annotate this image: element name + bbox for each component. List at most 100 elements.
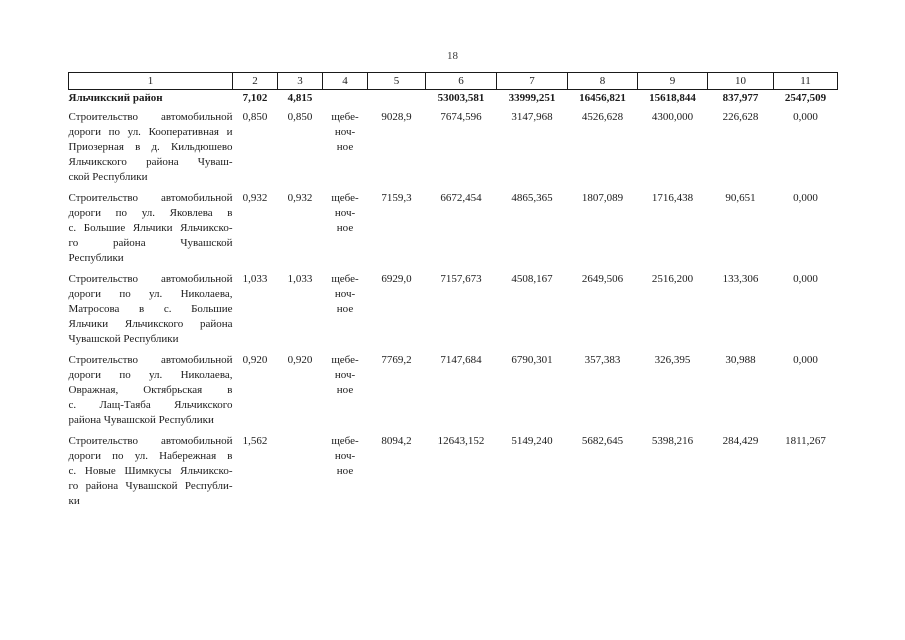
column-header: 4 bbox=[322, 72, 368, 90]
cell-length-value: 0,920 bbox=[287, 354, 313, 366]
cell-amount-value: 226,628 bbox=[722, 111, 759, 123]
table-row: Строительство автомобильной дороги по ул.… bbox=[69, 272, 838, 353]
cell-amount-value: 5682,645 bbox=[581, 435, 624, 447]
cell-district-value: 7,102 bbox=[242, 92, 268, 104]
column-header: 10 bbox=[707, 72, 774, 90]
cell-amount-value: 30,988 bbox=[725, 354, 756, 366]
cell-district-name: Яльчикский район bbox=[68, 92, 163, 104]
cell-amount-value: 7157,673 bbox=[440, 273, 482, 285]
cell-amount-value: 0,000 bbox=[793, 273, 818, 285]
cell-amount-value: 133,306 bbox=[722, 273, 759, 285]
surface-line: ноч- bbox=[334, 369, 356, 381]
surface-line: щебе- bbox=[331, 435, 359, 447]
surface-line: щебе- bbox=[331, 354, 359, 366]
cell-amount-value: 8094,2 bbox=[381, 435, 412, 447]
cell-amount-value: 4526,628 bbox=[581, 111, 624, 123]
description-line: го района Чувашской Республи- bbox=[68, 480, 233, 492]
surface-line: щебе- bbox=[331, 192, 359, 204]
cell-length-value: 1,033 bbox=[242, 273, 268, 285]
cell-amount-value: 5398,216 bbox=[651, 435, 694, 447]
cell-amount-value: 9028,9 bbox=[381, 111, 412, 123]
cell-amount-value: 326,395 bbox=[654, 354, 691, 366]
column-header: 2 bbox=[232, 72, 278, 90]
district-total-row: Яльчикский район 7,102 4,815 53003,581 33999… bbox=[69, 90, 838, 111]
cell-surface-type: щебе-ноч-ное bbox=[323, 191, 368, 272]
cell-amount-value: 2516,200 bbox=[651, 273, 694, 285]
cell-amount-value: 357,383 bbox=[584, 354, 621, 366]
cell-amount-value: 0,000 bbox=[793, 192, 818, 204]
table-row: Строительство автомобильной дороги по ул.… bbox=[69, 353, 838, 434]
cell-length-value: 1,033 bbox=[287, 273, 313, 285]
description-line: Яльчики Яльчикского района bbox=[68, 318, 233, 330]
cell-amount-value: 4508,167 bbox=[511, 273, 553, 285]
cell-amount-value: 4865,365 bbox=[511, 192, 553, 204]
description-line: дороги по ул. Набережная в bbox=[68, 450, 233, 462]
description-line: го района Чувашской bbox=[68, 237, 233, 249]
cell-description: Строительство автомобильной дороги по ул.… bbox=[69, 353, 233, 434]
cell-length-value: 1,562 bbox=[242, 435, 268, 447]
surface-line: ноч- bbox=[334, 288, 356, 300]
cell-amount-value: 284,429 bbox=[722, 435, 759, 447]
column-header: 8 bbox=[567, 72, 638, 90]
cell-district-value: 53003,581 bbox=[437, 92, 485, 104]
description-line: ской Республики bbox=[68, 171, 148, 183]
cell-amount-value: 12643,152 bbox=[437, 435, 485, 447]
description-line: Строительство автомобильной bbox=[68, 111, 233, 123]
cell-district-value bbox=[323, 90, 368, 111]
description-line: с. Лащ-Таяба Яльчикского bbox=[68, 399, 233, 411]
cell-amount-value: 4300,000 bbox=[651, 111, 694, 123]
description-line: Матросова в с. Большие bbox=[68, 303, 233, 315]
cell-length-value: 0,932 bbox=[242, 192, 268, 204]
description-line: Строительство автомобильной bbox=[68, 273, 233, 285]
cell-surface-type: щебе-ноч-ное bbox=[323, 110, 368, 191]
cell-amount-value: 6672,454 bbox=[440, 192, 482, 204]
surface-line: ноч- bbox=[334, 207, 356, 219]
column-header: 9 bbox=[637, 72, 708, 90]
description-line: с. Большие Яльчики Яльчикско- bbox=[68, 222, 233, 234]
description-line: дороги по ул. Яковлева в bbox=[68, 207, 233, 219]
cell-amount-value: 2649,506 bbox=[581, 273, 624, 285]
surface-line: ное bbox=[336, 222, 354, 234]
table-row: Строительство автомобильной дороги по ул.… bbox=[69, 434, 838, 515]
description-line: района Чувашской Республики bbox=[68, 414, 214, 426]
surface-line: ное bbox=[336, 384, 354, 396]
column-header: 11 bbox=[773, 72, 838, 90]
column-header: 7 bbox=[496, 72, 568, 90]
description-line: Строительство автомобильной bbox=[68, 354, 233, 366]
description-line: дороги по ул. Николаева, bbox=[68, 288, 233, 300]
description-line: дороги по ул. Кооперативная и bbox=[68, 126, 233, 138]
description-line: Строительство автомобильной bbox=[68, 192, 233, 204]
surface-line: щебе- bbox=[331, 111, 359, 123]
description-line: с. Новые Шимкусы Яльчикско- bbox=[68, 465, 233, 477]
cell-amount-value: 0,000 bbox=[793, 111, 818, 123]
cell-amount-value: 3147,968 bbox=[511, 111, 553, 123]
cell-amount-value: 6929,0 bbox=[381, 273, 412, 285]
column-header: 1 bbox=[68, 72, 233, 90]
cell-amount-value: 6790,301 bbox=[511, 354, 553, 366]
cell-district-value: 15618,844 bbox=[649, 92, 696, 104]
cell-description: Строительство автомобильной дороги по ул.… bbox=[69, 272, 233, 353]
cell-district-value: 16456,821 bbox=[579, 92, 626, 104]
description-line: Чувашской Республики bbox=[68, 333, 179, 345]
cell-description: Строительство автомобильной дороги по ул.… bbox=[69, 191, 233, 272]
description-line: Овражная, Октябрьская в bbox=[68, 384, 233, 396]
cell-description: Строительство автомобильной дороги по ул.… bbox=[69, 110, 233, 191]
cell-length-value bbox=[278, 434, 323, 515]
description-line: Приозерная в д. Кильдюшево bbox=[68, 141, 233, 153]
surface-line: ное bbox=[336, 141, 354, 153]
column-header: 5 bbox=[367, 72, 426, 90]
description-line: Яльчикского района Чуваш- bbox=[68, 156, 233, 168]
cell-length-value: 0,920 bbox=[242, 354, 268, 366]
cell-length-value: 0,850 bbox=[287, 111, 313, 123]
cell-district-value: 837,977 bbox=[722, 92, 759, 104]
description-line: дороги по ул. Николаева, bbox=[68, 369, 233, 381]
table-row: Строительство автомобильной дороги по ул.… bbox=[69, 110, 838, 191]
surface-line: ноч- bbox=[334, 126, 356, 138]
cell-amount-value: 5149,240 bbox=[511, 435, 553, 447]
cell-surface-type: щебе-ноч-ное bbox=[323, 272, 368, 353]
surface-line: ное bbox=[336, 465, 354, 477]
table-row: Строительство автомобильной дороги по ул.… bbox=[69, 191, 838, 272]
cell-district-value: 2547,509 bbox=[784, 92, 827, 104]
cell-amount-value: 7769,2 bbox=[381, 354, 412, 366]
